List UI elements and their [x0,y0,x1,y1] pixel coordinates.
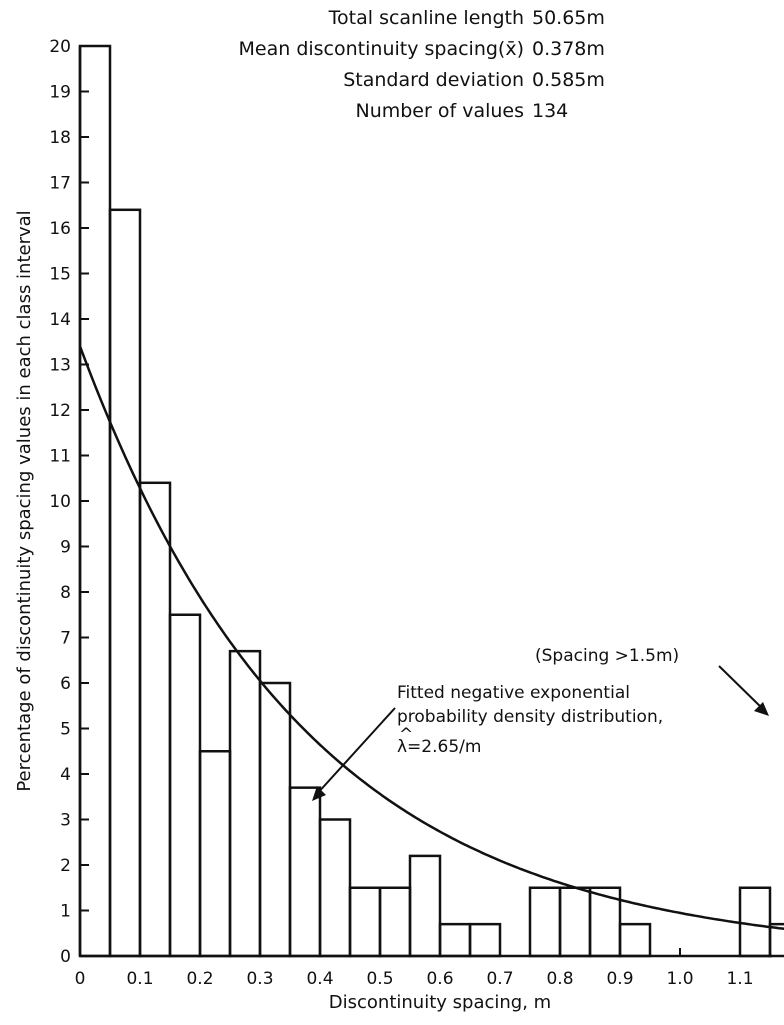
fit-label-arrow-line [315,707,396,796]
x-axis-title: Discontinuity spacing, m [329,992,551,1013]
histogram-bar [408,854,442,958]
x-tick-label: 0.9 [606,969,633,989]
spacing-note-label: (Spacing >1.5m) [535,646,679,666]
histogram-bar [348,886,382,958]
spacing-note-arrow-line [718,665,767,713]
histogram-bar [468,922,502,958]
x-tick-label: 1.0 [666,969,693,989]
histogram-bar [378,886,412,958]
x-tick-label: 0.2 [186,969,213,989]
x-tick-label: 0.7 [486,969,513,989]
histogram-bar [768,922,784,958]
y-tick-label: 8 [60,583,71,603]
histogram-bar [738,886,772,958]
histogram-bar [438,922,472,958]
fit-label-line3: λ=2.65/m [397,737,481,757]
y-tick-label: 18 [49,128,71,148]
x-tick-label: 0.5 [366,969,393,989]
histogram-bar [558,886,592,958]
y-tick-label: 6 [60,674,71,694]
spacing-note-arrowhead [754,702,769,716]
y-tick-label: 1 [60,902,71,922]
y-tick-label: 3 [60,811,71,831]
y-tick-label: 14 [49,310,71,330]
stat-value: 0.585m [532,69,605,91]
histogram-bar [288,786,322,958]
histogram-bar [138,481,172,958]
stat-label: Standard deviation [343,69,524,91]
x-tick-label: 0 [75,969,86,989]
x-tick-label: 1.1 [726,969,753,989]
y-tick-label: 20 [49,37,71,57]
y-tick-label: 16 [49,219,71,239]
fit-label-arrowhead [312,786,326,801]
stat-label: Mean discontinuity spacing(x̄) [239,38,524,60]
fit-curve-layer [78,345,784,931]
stat-value: 0.378m [532,38,605,60]
y-tick-label: 0 [60,947,71,967]
x-tick-label: 0.1 [126,969,153,989]
axes [78,46,772,958]
y-axis-title: Percentage of discontinuity spacing valu… [14,210,35,791]
y-tick-label: 13 [49,356,71,376]
annotations: (Spacing >1.5m) Fitted negative exponent… [312,646,769,801]
x-tick-label: 0.3 [246,969,273,989]
stat-label: Number of values [355,100,524,122]
statistics-block: Total scanline length 50.65m Mean discon… [239,7,605,122]
stat-value: 134 [532,100,568,122]
histogram-bars [78,44,784,958]
y-tick-label: 19 [49,83,71,103]
histogram-bar [108,208,142,958]
y-tick-label: 11 [49,447,71,467]
histogram-bar [528,886,562,958]
stat-label: Total scanline length [328,7,524,29]
x-tick-label: 0.8 [546,969,573,989]
fit-label-hat: ^ [399,725,413,745]
fit-label-line2: probability density distribution, [397,707,663,727]
x-tick-label: 0.6 [426,969,453,989]
y-tick-label: 12 [49,401,71,421]
x-axis-ticks: 00.10.20.30.40.50.60.70.80.91.01.11.21.3… [75,948,754,989]
histogram-bar [318,818,352,958]
histogram-bar [198,750,232,958]
stat-value: 50.65m [532,7,605,29]
y-tick-label: 4 [60,765,71,785]
histogram-bar [258,681,292,958]
fit-curve [78,345,784,931]
x-tick-label: 0.4 [306,969,333,989]
histogram-bar [228,649,262,958]
y-tick-label: 5 [60,720,71,740]
fit-label-line1: Fitted negative exponential [397,683,630,703]
y-tick-label: 7 [60,629,71,649]
y-tick-label: 9 [60,538,71,558]
y-tick-label: 2 [60,856,71,876]
histogram-bar [618,922,652,958]
y-tick-label: 17 [49,174,71,194]
y-tick-label: 15 [49,265,71,285]
histogram-bar [168,613,202,958]
y-tick-label: 10 [49,492,71,512]
